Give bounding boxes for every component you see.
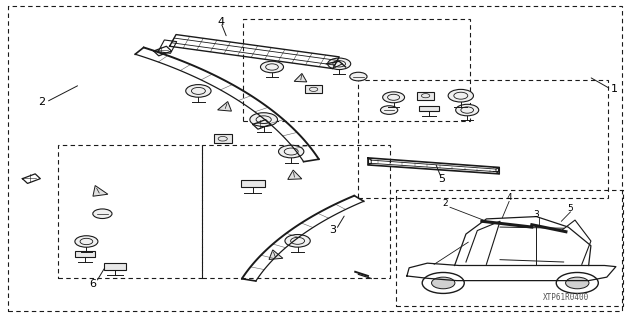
Bar	[243, 19, 470, 121]
Circle shape	[566, 277, 589, 289]
Bar	[214, 134, 232, 143]
Polygon shape	[218, 101, 232, 111]
Polygon shape	[288, 170, 302, 180]
Circle shape	[431, 277, 455, 289]
Circle shape	[285, 234, 310, 247]
Circle shape	[383, 92, 404, 103]
Circle shape	[75, 236, 98, 247]
Polygon shape	[93, 186, 108, 196]
Bar	[158, 40, 177, 53]
Text: 2: 2	[443, 199, 448, 208]
Bar	[58, 145, 202, 278]
Circle shape	[448, 89, 474, 102]
Bar	[202, 145, 390, 278]
Circle shape	[380, 106, 398, 114]
Circle shape	[260, 61, 284, 73]
Circle shape	[556, 272, 598, 293]
Text: 2: 2	[38, 97, 45, 107]
Circle shape	[422, 272, 464, 293]
Bar	[104, 263, 127, 270]
Bar	[358, 80, 608, 198]
Text: 5: 5	[438, 174, 445, 184]
Text: 5: 5	[568, 204, 573, 213]
Bar	[417, 92, 434, 100]
Bar	[305, 85, 322, 93]
Bar	[419, 106, 438, 111]
Bar	[396, 190, 623, 306]
Circle shape	[250, 113, 278, 127]
Circle shape	[328, 58, 351, 70]
Text: 4: 4	[217, 17, 225, 27]
Text: 1: 1	[611, 84, 618, 94]
Circle shape	[349, 72, 367, 81]
Bar	[75, 250, 95, 257]
Text: 3: 3	[534, 210, 540, 219]
Text: 4: 4	[506, 193, 512, 203]
Circle shape	[456, 104, 479, 116]
Bar	[241, 180, 265, 187]
Text: 6: 6	[90, 279, 96, 289]
Circle shape	[93, 209, 112, 219]
Circle shape	[186, 85, 211, 97]
Polygon shape	[269, 250, 283, 259]
Text: 3: 3	[330, 225, 336, 235]
Text: XTP61R0400: XTP61R0400	[543, 293, 589, 302]
Circle shape	[278, 145, 304, 158]
Polygon shape	[294, 73, 307, 82]
